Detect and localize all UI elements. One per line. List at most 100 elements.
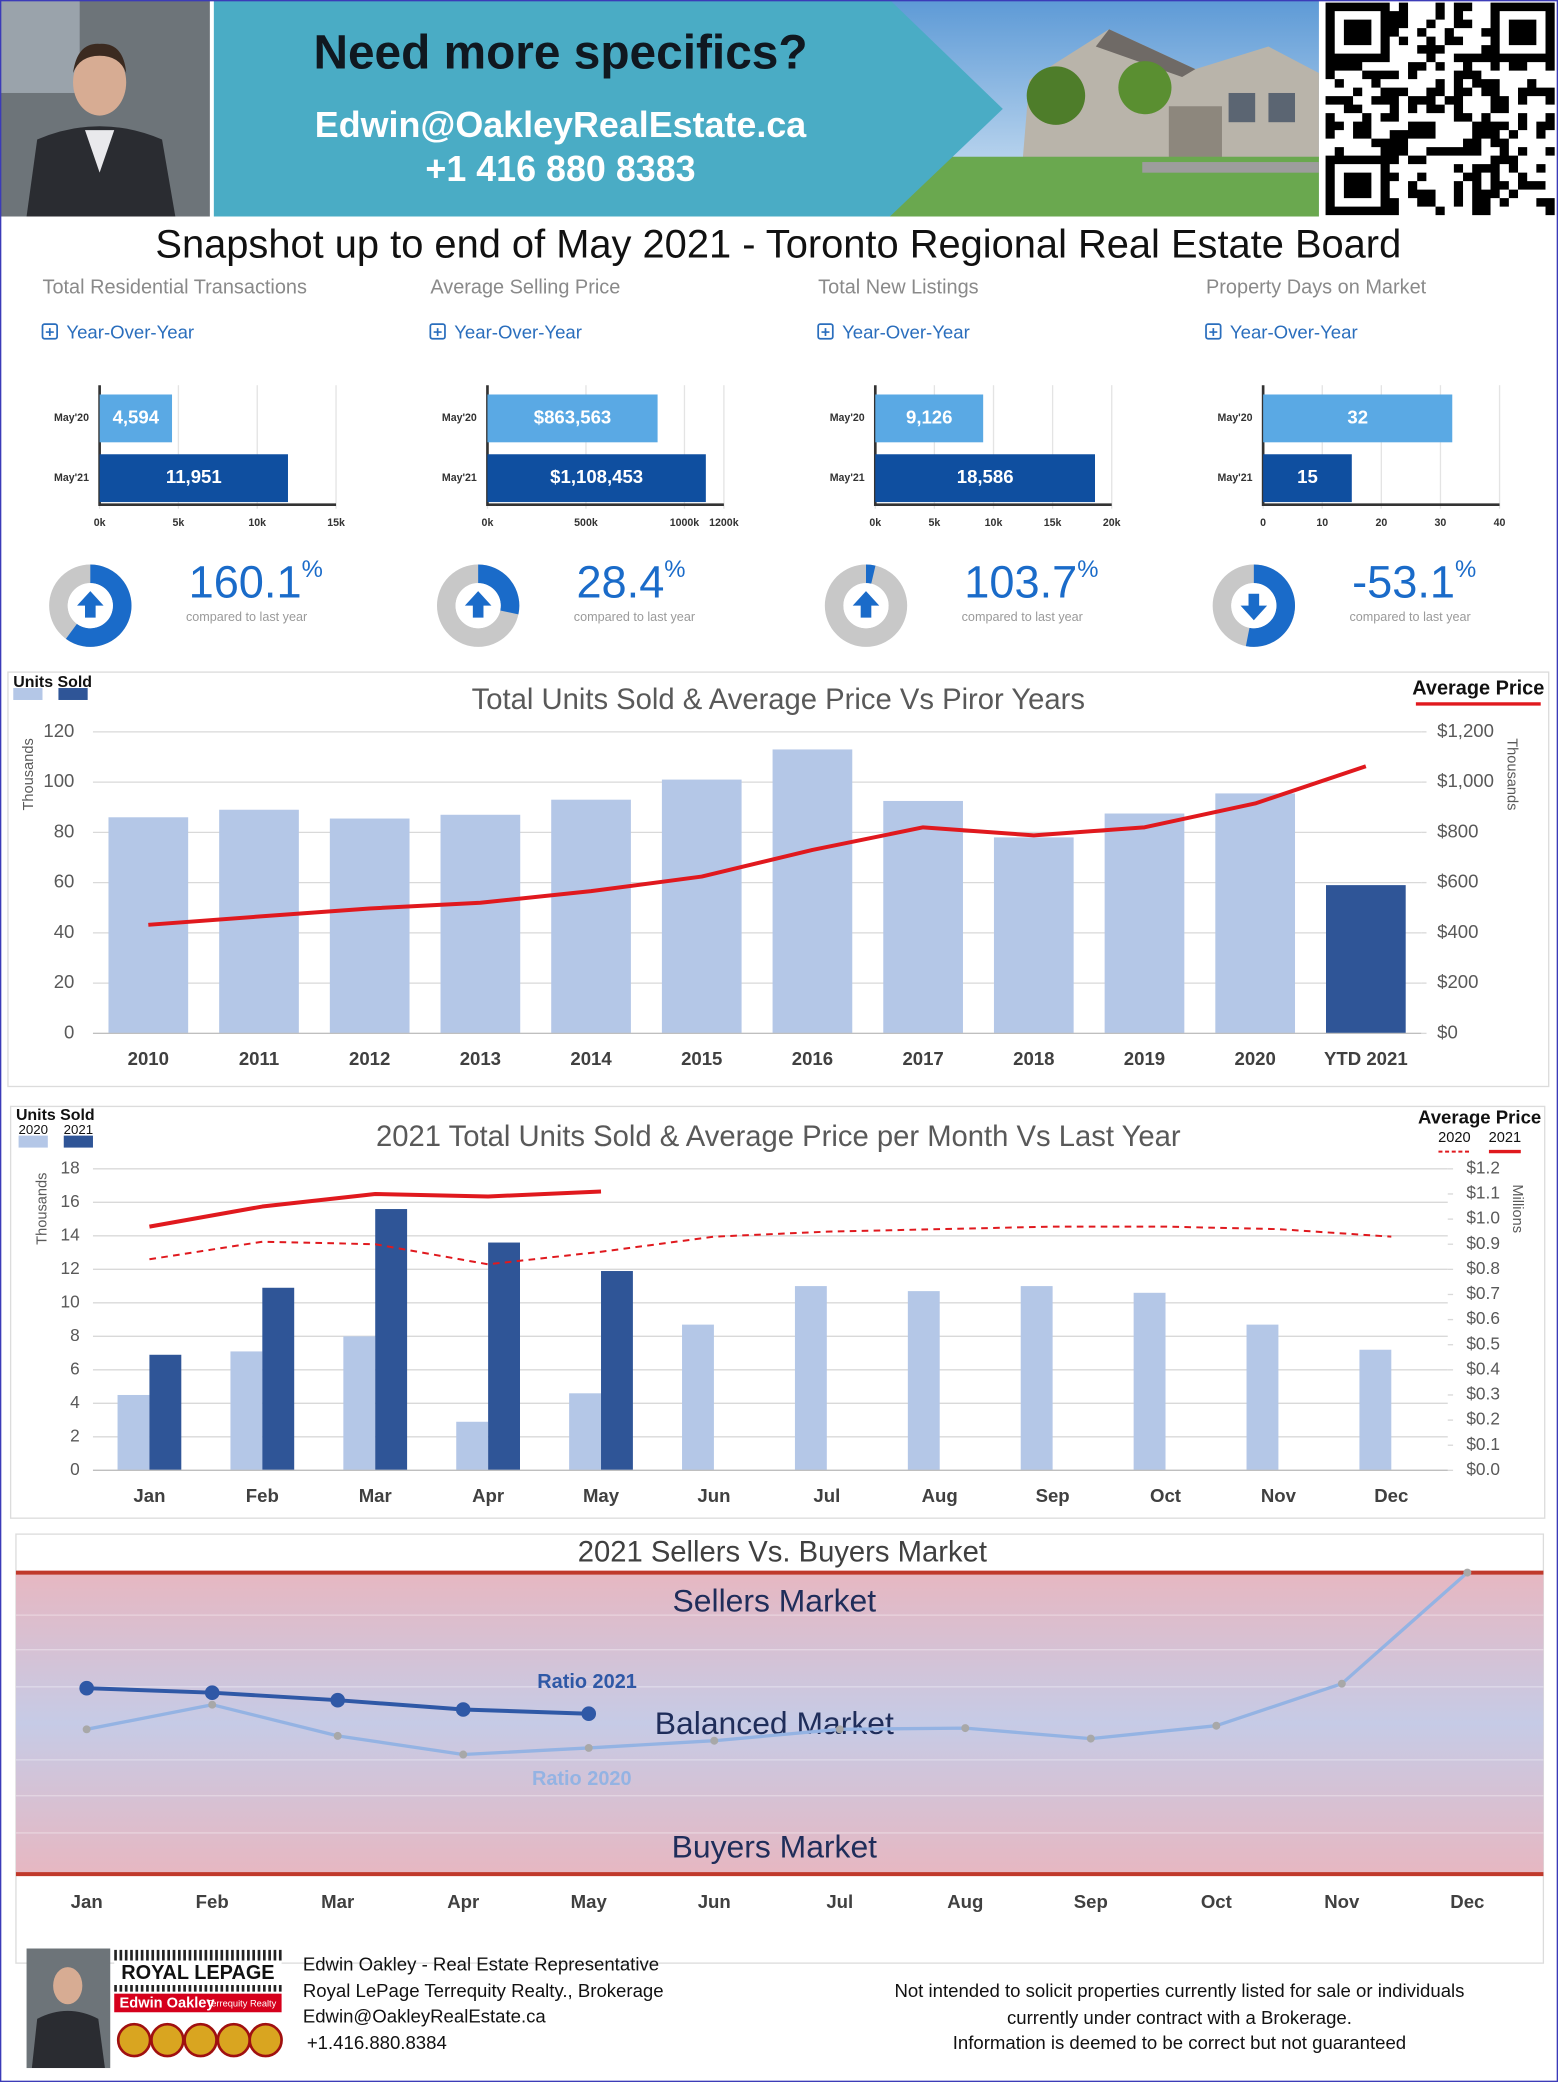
y-tick-label: May'21: [54, 472, 89, 484]
x-tick-label: Apr: [447, 1891, 479, 1912]
calendar-icon: [1205, 323, 1222, 340]
hair: [73, 43, 127, 74]
change-number: 103.7: [964, 557, 1077, 608]
legend-swatch: [63, 1135, 93, 1148]
bar-label: 18,586: [957, 466, 1014, 487]
y-tick-label: 16: [61, 1191, 80, 1211]
line-marker: [710, 1736, 719, 1745]
bar: [99, 394, 173, 443]
y-tick-label: May'20: [1218, 412, 1253, 424]
calendar-icon: [41, 323, 58, 340]
y2-tick-label: $0.7: [1466, 1283, 1500, 1303]
tree: [1118, 61, 1172, 115]
change-unit: %: [1455, 556, 1476, 583]
bar: [487, 394, 658, 443]
x-tick-label: 2013: [460, 1048, 501, 1069]
line-series: [86, 1571, 1469, 1757]
y-tick-label: 10: [61, 1291, 80, 1311]
x-tick-label: 1200k: [709, 517, 739, 529]
donut-arc: [477, 564, 520, 615]
x-tick-label: Oct: [1201, 1891, 1232, 1912]
x-tick-label: 2020: [1234, 1048, 1275, 1069]
chart-frame: [7, 671, 1550, 1088]
legend-swatch: [18, 1135, 48, 1148]
bar-label: $863,563: [534, 406, 612, 427]
x-tick-label: 2017: [902, 1048, 943, 1069]
disclaimer: Not intended to solicit properties curre…: [894, 1980, 1464, 2001]
bar: [329, 818, 410, 1034]
kpi-title: Property Days on Market: [1206, 276, 1427, 298]
line-marker: [581, 1706, 597, 1722]
legend-label: 2021: [1489, 1130, 1522, 1146]
x-tick-label: Apr: [472, 1485, 504, 1506]
change-number: -53.1: [1352, 557, 1455, 608]
x-tick-label: 20k: [1103, 517, 1121, 529]
legend-label: 2020: [1438, 1130, 1471, 1146]
footer-name: Edwin Oakley - Real Estate Representativ…: [303, 1954, 659, 1975]
line-marker: [208, 1700, 217, 1709]
bar: [1359, 1349, 1392, 1471]
y-tick-label: 0: [64, 1021, 74, 1042]
legend-swatch: [58, 688, 88, 700]
x-tick-label: 500k: [574, 517, 598, 529]
logo-agent: Edwin Oakley: [120, 1995, 216, 2011]
bar: [488, 1242, 520, 1471]
trend-arrow: [852, 591, 880, 618]
x-tick-label: 5k: [173, 517, 185, 529]
house: [1022, 29, 1319, 160]
change-number: 28.4: [576, 557, 664, 608]
line-series: [149, 1189, 602, 1229]
line-marker: [455, 1702, 471, 1717]
x-tick-label: 2014: [570, 1048, 612, 1069]
x-tick-label: 0k: [869, 517, 881, 529]
y2-tick-label: $1.2: [1466, 1157, 1500, 1177]
kpi-title: Total Residential Transactions: [43, 276, 307, 298]
change-number: 160.1: [189, 557, 302, 608]
footer-phone: +1.416.880.8384: [307, 2032, 447, 2053]
donut-arc: [65, 564, 132, 647]
bar: [772, 749, 853, 1034]
bar: [1215, 793, 1296, 1034]
y-tick-label: May'20: [830, 412, 865, 424]
x-tick-label: 0: [1260, 517, 1266, 529]
bar: [1020, 1286, 1053, 1471]
bar: [551, 799, 631, 1034]
line-marker: [1212, 1721, 1221, 1730]
y-tick-label: May'21: [1218, 472, 1253, 484]
chart-title: 2021 Total Units Sold & Average Price pe…: [376, 1121, 1181, 1153]
y2-tick-label: $1,000: [1437, 770, 1494, 791]
footer: ROYAL LEPAGE Edwin Oakley Terrequity Rea…: [26, 1948, 1464, 2069]
y-axis-label: Thousands: [34, 1173, 50, 1245]
bar: [661, 779, 742, 1034]
line-marker: [835, 1725, 844, 1734]
line-marker: [330, 1692, 346, 1708]
x-tick-label: Sep: [1036, 1485, 1070, 1506]
y2-tick-label: $1.0: [1466, 1208, 1500, 1228]
y-tick-label: 60: [54, 871, 75, 892]
legend-title: Units Sold: [16, 1107, 95, 1124]
bar: [569, 1393, 602, 1471]
bar: [993, 837, 1074, 1034]
y-tick-label: May'20: [442, 412, 477, 424]
zone-label: Sellers Market: [673, 1583, 877, 1619]
x-tick-label: Dec: [1450, 1891, 1484, 1912]
y2-tick-label: $0.0: [1466, 1459, 1500, 1479]
y-tick-label: 6: [70, 1358, 80, 1378]
y2-axis-label: Millions: [1509, 1184, 1525, 1233]
calendar-plus: [433, 328, 442, 337]
header-email: Edwin@OakleyRealEstate.ca: [315, 105, 807, 145]
logo-bar: [114, 1993, 282, 2013]
zone-label: Buyers Market: [672, 1828, 878, 1864]
award: [183, 2022, 218, 2058]
y2-tick-label: $1.1: [1466, 1183, 1500, 1203]
legend-label: 2020: [18, 1122, 48, 1137]
legend-title: Units Sold: [13, 674, 92, 691]
x-tick-label: Sep: [1074, 1891, 1108, 1912]
legend-label: 2021: [64, 1122, 94, 1137]
y-tick-label: 100: [43, 770, 74, 791]
trend-arrow: [1240, 593, 1268, 621]
line-series: [148, 764, 1367, 927]
x-tick-label: 0k: [94, 517, 106, 529]
kpi-subtitle: Year-Over-Year: [454, 321, 582, 342]
